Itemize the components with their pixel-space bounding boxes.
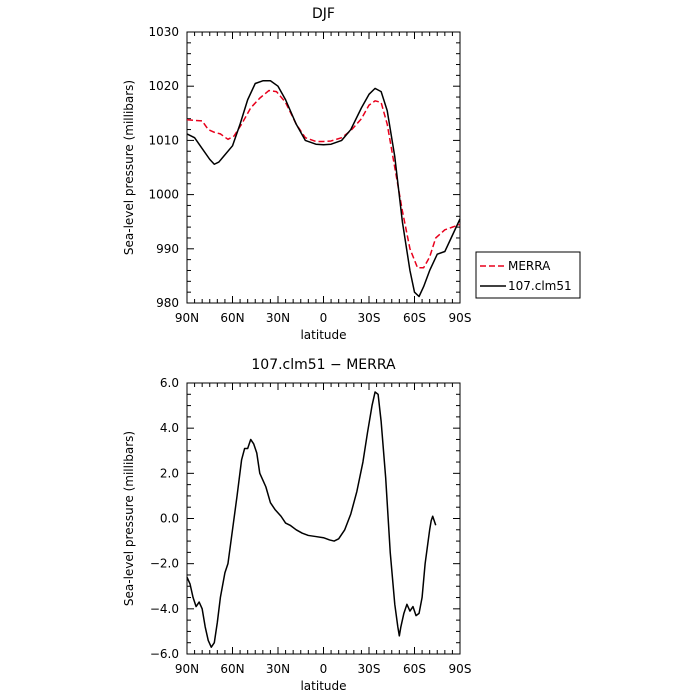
chart-1-y-tick-label: 1020	[148, 79, 179, 93]
chart-2-title: 107.clm51 − MERRA	[251, 357, 396, 373]
chart-2-x-axis-label: latitude	[300, 679, 346, 693]
chart-1-x-tick-label: 30N	[266, 311, 290, 325]
chart-1-y-tick-label: 980	[156, 296, 179, 310]
chart-1-y-tick-label: 990	[156, 242, 179, 256]
chart-1-y-tick-label: 1030	[148, 25, 179, 39]
chart-2-y-tick-label: −6.0	[150, 647, 179, 661]
chart-1-x-tick-label: 0	[320, 311, 328, 325]
legend-label-1: MERRA	[508, 259, 551, 273]
chart-2-y-tick-label: 2.0	[160, 466, 179, 480]
chart-1-x-axis-label: latitude	[300, 328, 346, 342]
chart-1-series-line-merra	[186, 89, 461, 269]
chart-2-x-tick-label: 0	[320, 662, 328, 676]
chart-2-x-tick-label: 60S	[403, 662, 426, 676]
chart-1-title: DJF	[312, 6, 335, 22]
chart-1-y-axis-label: Sea-level pressure (millibars)	[122, 80, 136, 255]
chart-1-x-tick-label: 90N	[175, 311, 199, 325]
chart-2-y-tick-label: 4.0	[160, 421, 179, 435]
chart-1-x-tick-label: 60S	[403, 311, 426, 325]
chart-1-series-line-107-clm51	[186, 80, 461, 298]
chart-2-y-tick-label: −4.0	[150, 602, 179, 616]
chart-1-x-tick-label: 90S	[449, 311, 472, 325]
chart-1-y-tick-label: 1000	[148, 188, 179, 202]
chart-2-series-line-difference	[186, 391, 437, 648]
chart-1-x-tick-label: 30S	[358, 311, 381, 325]
chart-2-y-tick-label: 0.0	[160, 512, 179, 526]
chart-2-x-tick-label: 30S	[358, 662, 381, 676]
chart-2-x-tick-label: 90N	[175, 662, 199, 676]
chart-1-y-tick-label: 1010	[148, 133, 179, 147]
chart-2-y-tick-label: 6.0	[160, 376, 179, 390]
chart-2-y-tick-label: −2.0	[150, 557, 179, 571]
chart-2-x-tick-label: 90S	[449, 662, 472, 676]
chart-1-x-tick-label: 60N	[220, 311, 244, 325]
chart-2-x-tick-label: 60N	[220, 662, 244, 676]
chart-2-y-axis-label: Sea-level pressure (millibars)	[122, 431, 136, 606]
legend-box	[475, 251, 581, 299]
chart-1-plot-frame	[186, 31, 461, 304]
chart-2-x-tick-label: 30N	[266, 662, 290, 676]
legend-label-2: 107.clm51	[508, 279, 572, 293]
